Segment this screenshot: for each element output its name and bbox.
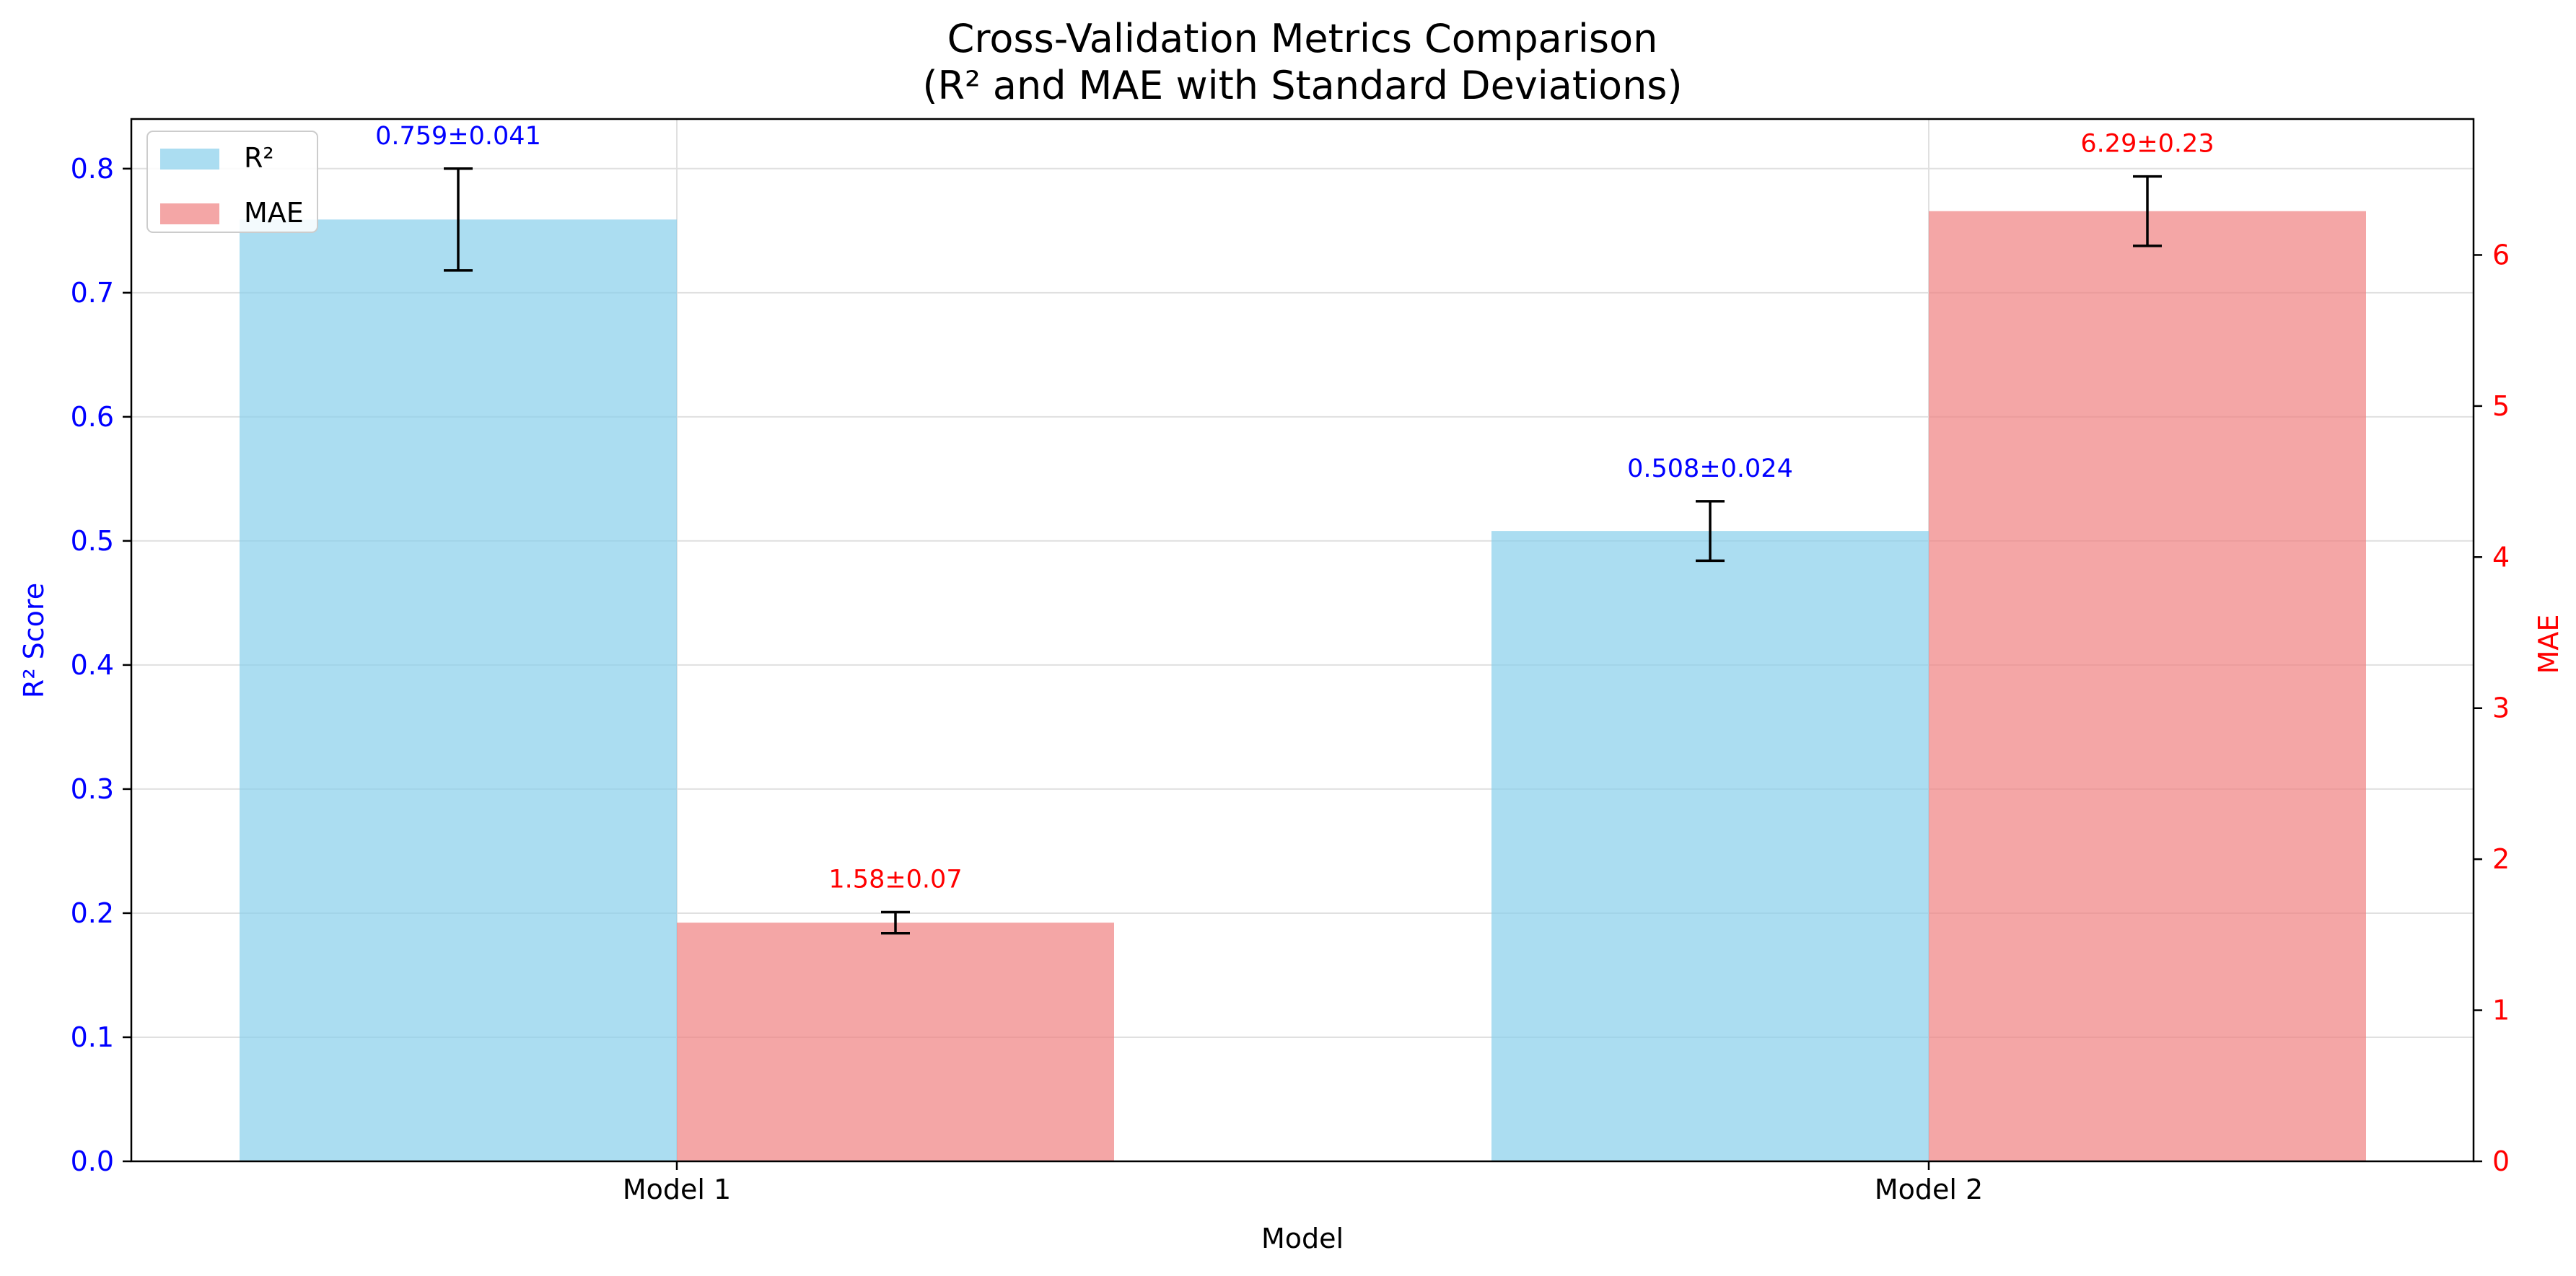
left-axis: 0.0 0.1 0.2 0.3 0.4 0.5 0.6 0.7 0.8 (71, 153, 131, 1177)
left-tick-label: 0.0 (71, 1145, 114, 1177)
x-axis: Model 1 Model 2 (623, 1161, 1983, 1205)
legend-label: R² (244, 142, 274, 174)
data-label: 0.508±0.024 (1627, 454, 1793, 483)
right-tick-label: 2 (2492, 843, 2510, 875)
left-tick-label: 0.7 (71, 277, 114, 309)
right-tick-label: 0 (2492, 1145, 2510, 1177)
right-axis: 0 1 2 3 4 5 6 (2474, 239, 2510, 1177)
left-tick-label: 0.2 (71, 897, 114, 929)
right-tick-label: 3 (2492, 692, 2510, 724)
left-tick-label: 0.8 (71, 153, 114, 185)
left-tick-label: 0.1 (71, 1021, 114, 1053)
bar-MAE-Model 1 (677, 923, 1114, 1161)
legend-label: MAE (244, 197, 304, 229)
left-tick-label: 0.3 (71, 773, 114, 805)
bar-R²-Model 2 (1491, 531, 1929, 1161)
bar-R²-Model 1 (240, 219, 677, 1161)
right-tick-label: 5 (2492, 390, 2510, 422)
legend: R² MAE (146, 131, 318, 233)
legend-swatch (160, 149, 219, 170)
y-axis-right-label: MAE (2533, 615, 2564, 674)
left-tick-label: 0.4 (71, 649, 114, 681)
bar-MAE-Model 2 (1929, 211, 2366, 1162)
data-label: 6.29±0.23 (2080, 130, 2214, 159)
legend-swatch (160, 203, 219, 224)
data-label: 1.58±0.07 (828, 865, 962, 894)
x-axis-label: Model (1261, 1223, 1344, 1254)
bars (240, 211, 2366, 1162)
left-tick-label: 0.6 (71, 401, 114, 433)
plot-frame (130, 118, 2475, 1163)
x-tick-label: Model 1 (623, 1174, 731, 1205)
data-labels: 0.759±0.041 0.508±0.024 1.58±0.07 6.29±0.23 (375, 122, 2214, 894)
chart-subtitle: (R² and MAE with Standard Deviations) (922, 63, 1682, 108)
x-tick-label: Model 2 (1875, 1174, 1983, 1205)
y-axis-left-label: R² Score (18, 583, 50, 698)
right-tick-label: 1 (2492, 995, 2510, 1026)
left-tick-label: 0.5 (71, 525, 114, 557)
chart-title: Cross-Validation Metrics Comparison (947, 16, 1658, 61)
error-bars (444, 167, 2162, 935)
data-label: 0.759±0.041 (375, 122, 541, 151)
right-tick-label: 6 (2492, 239, 2510, 270)
right-tick-label: 4 (2492, 541, 2510, 573)
